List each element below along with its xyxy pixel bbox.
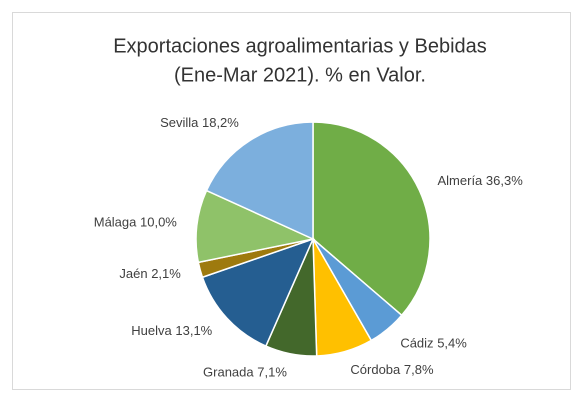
chart-title: Exportaciones agroalimentarias y Bebidas [113,35,487,57]
pie-slice [201,237,315,348]
slice-label: Granada 7,1% [203,365,287,380]
slice-label-name: Huelva [131,323,172,338]
slice-label-value: 36,3% [486,173,523,188]
slice-label-value: 10,0% [140,215,177,230]
pie-slice [312,121,431,317]
slice-label-value: 7,1% [257,365,287,380]
slice-label-name: Jaén [119,267,147,282]
chart-title: (Ene-Mar 2021). % en Valor. [174,64,426,86]
slice-label-value: 2,1% [151,267,181,282]
slice-label-value: 5,4% [437,336,467,351]
slice-label-value: 13,1% [175,323,212,338]
slice-label-name: Almería [438,173,484,188]
slice-label: Cádiz 5,4% [400,336,467,351]
slice-label: Córdoba 7,8% [350,362,434,377]
slice-label: Málaga 10,0% [94,215,178,230]
slice-label: Almería 36,3% [438,173,524,188]
slice-label-name: Córdoba [350,362,401,377]
pie-slice [205,121,314,241]
slice-label: Huelva 13,1% [131,323,212,338]
slice-label: Sevilla 18,2% [160,115,239,130]
slice-label: Jaén 2,1% [119,267,181,282]
slice-label-value: 18,2% [202,115,239,130]
slice-label-name: Cádiz [400,336,433,351]
slice-label-name: Sevilla [160,115,199,130]
slice-label-name: Granada [203,365,254,380]
slice-label-value: 7,8% [404,362,434,377]
pie-slice [195,189,316,264]
slice-label-name: Málaga [94,215,137,230]
